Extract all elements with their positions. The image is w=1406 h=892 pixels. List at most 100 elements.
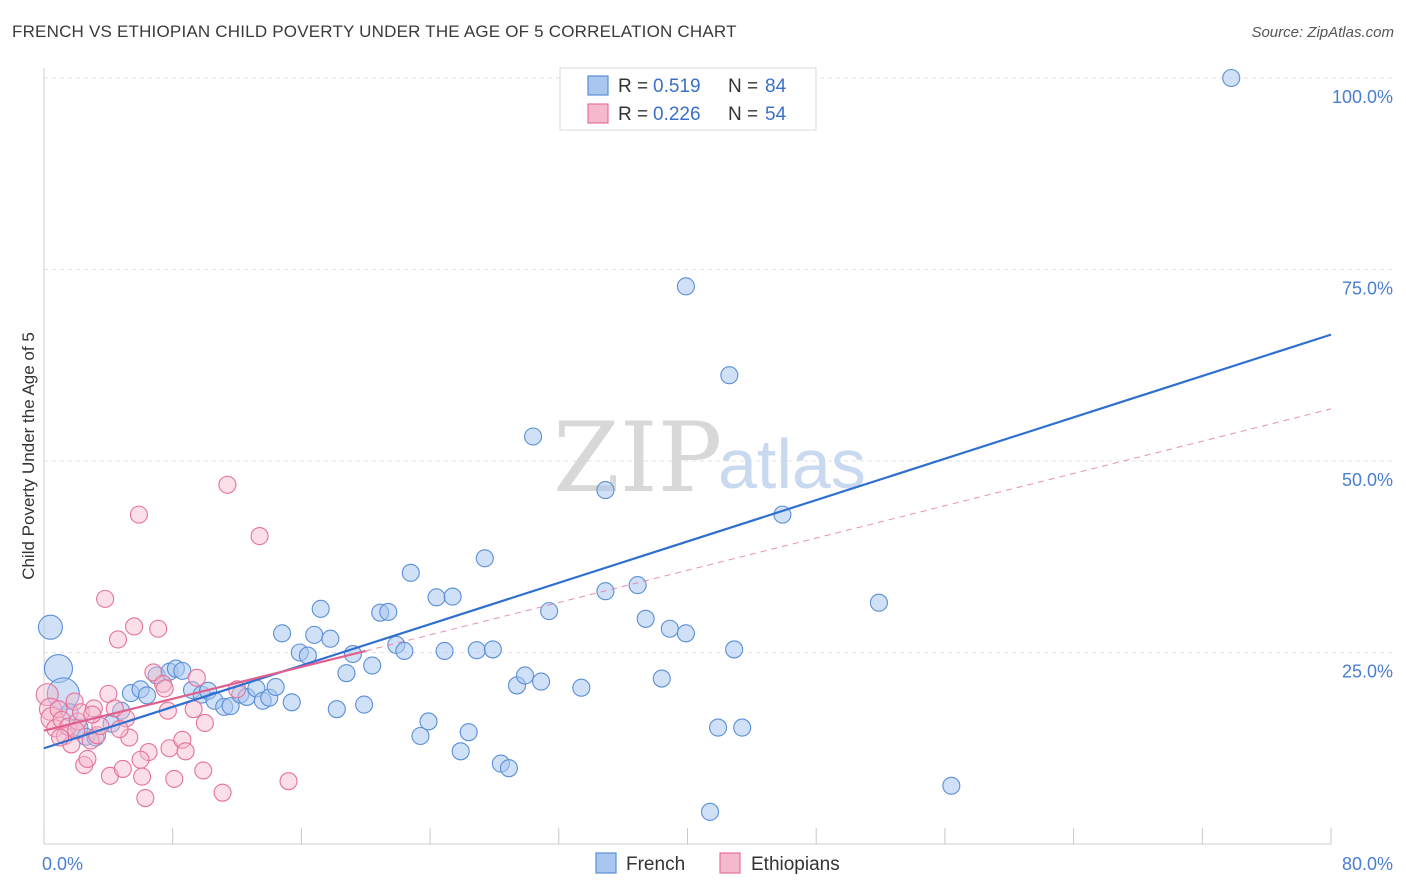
french-point xyxy=(628,576,647,595)
legend-french-n-label: N = xyxy=(728,76,758,97)
ethiopian-point xyxy=(108,630,128,649)
french-point xyxy=(273,624,292,643)
watermark-atlas: atlas xyxy=(718,425,866,503)
french-point xyxy=(395,641,414,661)
ethiopian-point xyxy=(279,772,298,791)
y-tick-label: 50.0% xyxy=(1342,470,1393,490)
french-point xyxy=(532,672,551,691)
legend-ethiopians-n-value: 54 xyxy=(765,104,787,125)
french-point xyxy=(572,678,591,697)
french-point xyxy=(700,802,720,821)
french-point xyxy=(524,427,543,446)
french-point xyxy=(499,759,518,778)
french-point xyxy=(363,656,382,675)
legend-french-swatch xyxy=(587,75,609,96)
ethiopian-point xyxy=(113,759,132,778)
french-point xyxy=(173,661,192,680)
french-point xyxy=(869,593,888,612)
french-point xyxy=(379,602,398,621)
ethiopian-point xyxy=(129,505,148,524)
y-tick-label: 25.0% xyxy=(1342,662,1393,682)
ethiopian-point xyxy=(173,730,192,749)
chart-title: FRENCH VS ETHIOPIAN CHILD POVERTY UNDER … xyxy=(12,22,737,41)
ethiopian-point xyxy=(187,668,206,687)
x-tick-label-min: 0.0% xyxy=(42,854,83,874)
french-point xyxy=(435,641,454,661)
ethiopian-point xyxy=(250,527,269,546)
french-point xyxy=(311,599,330,618)
french-point xyxy=(427,588,446,607)
legend-french-r-label: R = xyxy=(618,76,648,97)
ethiopian-point xyxy=(218,475,237,494)
legend-ethiopians-swatch xyxy=(587,103,609,124)
bottom-legend-ethiopians-label: Ethiopians xyxy=(751,854,840,875)
y-tick-label: 100.0% xyxy=(1332,87,1393,107)
french-point xyxy=(443,587,462,606)
french-trend-line xyxy=(43,333,1332,750)
french-point xyxy=(355,695,374,714)
ethiopian-point xyxy=(125,617,144,636)
french-point xyxy=(942,776,961,795)
ethiopian-point xyxy=(213,783,232,802)
axes xyxy=(43,68,1332,845)
french-point xyxy=(652,669,671,688)
ethiopian-point xyxy=(49,700,68,719)
legend-ethiopians-r-label: R = xyxy=(618,104,648,125)
french-point xyxy=(401,563,420,582)
french-point xyxy=(515,666,535,685)
french-point xyxy=(540,602,559,621)
french-point xyxy=(411,726,430,746)
french-point xyxy=(733,718,752,737)
ethiopian-point xyxy=(78,749,97,769)
french-point xyxy=(660,619,679,638)
bottom-legend-french-label: French xyxy=(626,854,685,875)
legend-french-n-value: 84 xyxy=(765,76,787,97)
french-point xyxy=(321,629,340,648)
ethiopian-point xyxy=(194,761,213,780)
french-point xyxy=(676,277,695,296)
bottom-legend: French Ethiopians xyxy=(595,852,840,875)
french-point xyxy=(451,742,470,761)
bottom-legend-french-swatch xyxy=(595,852,617,874)
ethiopian-point xyxy=(176,742,195,761)
ethiopian-point xyxy=(149,619,168,638)
ethiopian-point xyxy=(165,769,184,788)
ethiopian-point xyxy=(184,700,203,719)
ethiopian-point xyxy=(35,683,59,707)
watermark-zip: ZIP xyxy=(553,402,722,514)
french-point xyxy=(327,700,346,719)
french-point xyxy=(266,677,285,697)
french-point xyxy=(337,664,356,683)
ethiopian-point xyxy=(131,750,150,769)
bottom-legend-ethiopians-swatch xyxy=(719,852,741,874)
french-point xyxy=(636,609,655,628)
x-tick-labels: 0.0% 80.0% xyxy=(42,854,1393,874)
ethiopian-point xyxy=(65,692,84,711)
french-point xyxy=(305,625,324,644)
legend-box: R = 0.519 N = 84 R = 0.226 N = 54 xyxy=(559,67,817,131)
french-point xyxy=(475,549,494,568)
french-point xyxy=(483,640,502,659)
french-point xyxy=(419,712,438,731)
french-point xyxy=(137,686,157,705)
watermark: ZIP atlas xyxy=(553,402,866,514)
french-point xyxy=(37,614,63,640)
trend-lines xyxy=(43,333,1332,750)
ethiopian-point xyxy=(96,589,115,608)
x-tick-label-max: 80.0% xyxy=(1342,854,1393,874)
french-point xyxy=(1222,68,1241,88)
y-axis-title: Child Poverty Under the Age of 5 xyxy=(19,332,38,580)
ethiopians-trend-line xyxy=(43,649,367,732)
gridlines xyxy=(44,77,1395,653)
french-point xyxy=(725,640,744,659)
legend-ethiopians-n-label: N = xyxy=(728,104,758,125)
ethiopian-points xyxy=(35,475,298,808)
french-point xyxy=(459,723,478,742)
ethiopian-point xyxy=(133,767,152,786)
french-points xyxy=(37,68,1241,821)
y-tick-label: 75.0% xyxy=(1342,279,1393,299)
ethiopian-point xyxy=(155,679,174,698)
french-point xyxy=(720,366,739,385)
ethiopian-point xyxy=(84,699,103,718)
